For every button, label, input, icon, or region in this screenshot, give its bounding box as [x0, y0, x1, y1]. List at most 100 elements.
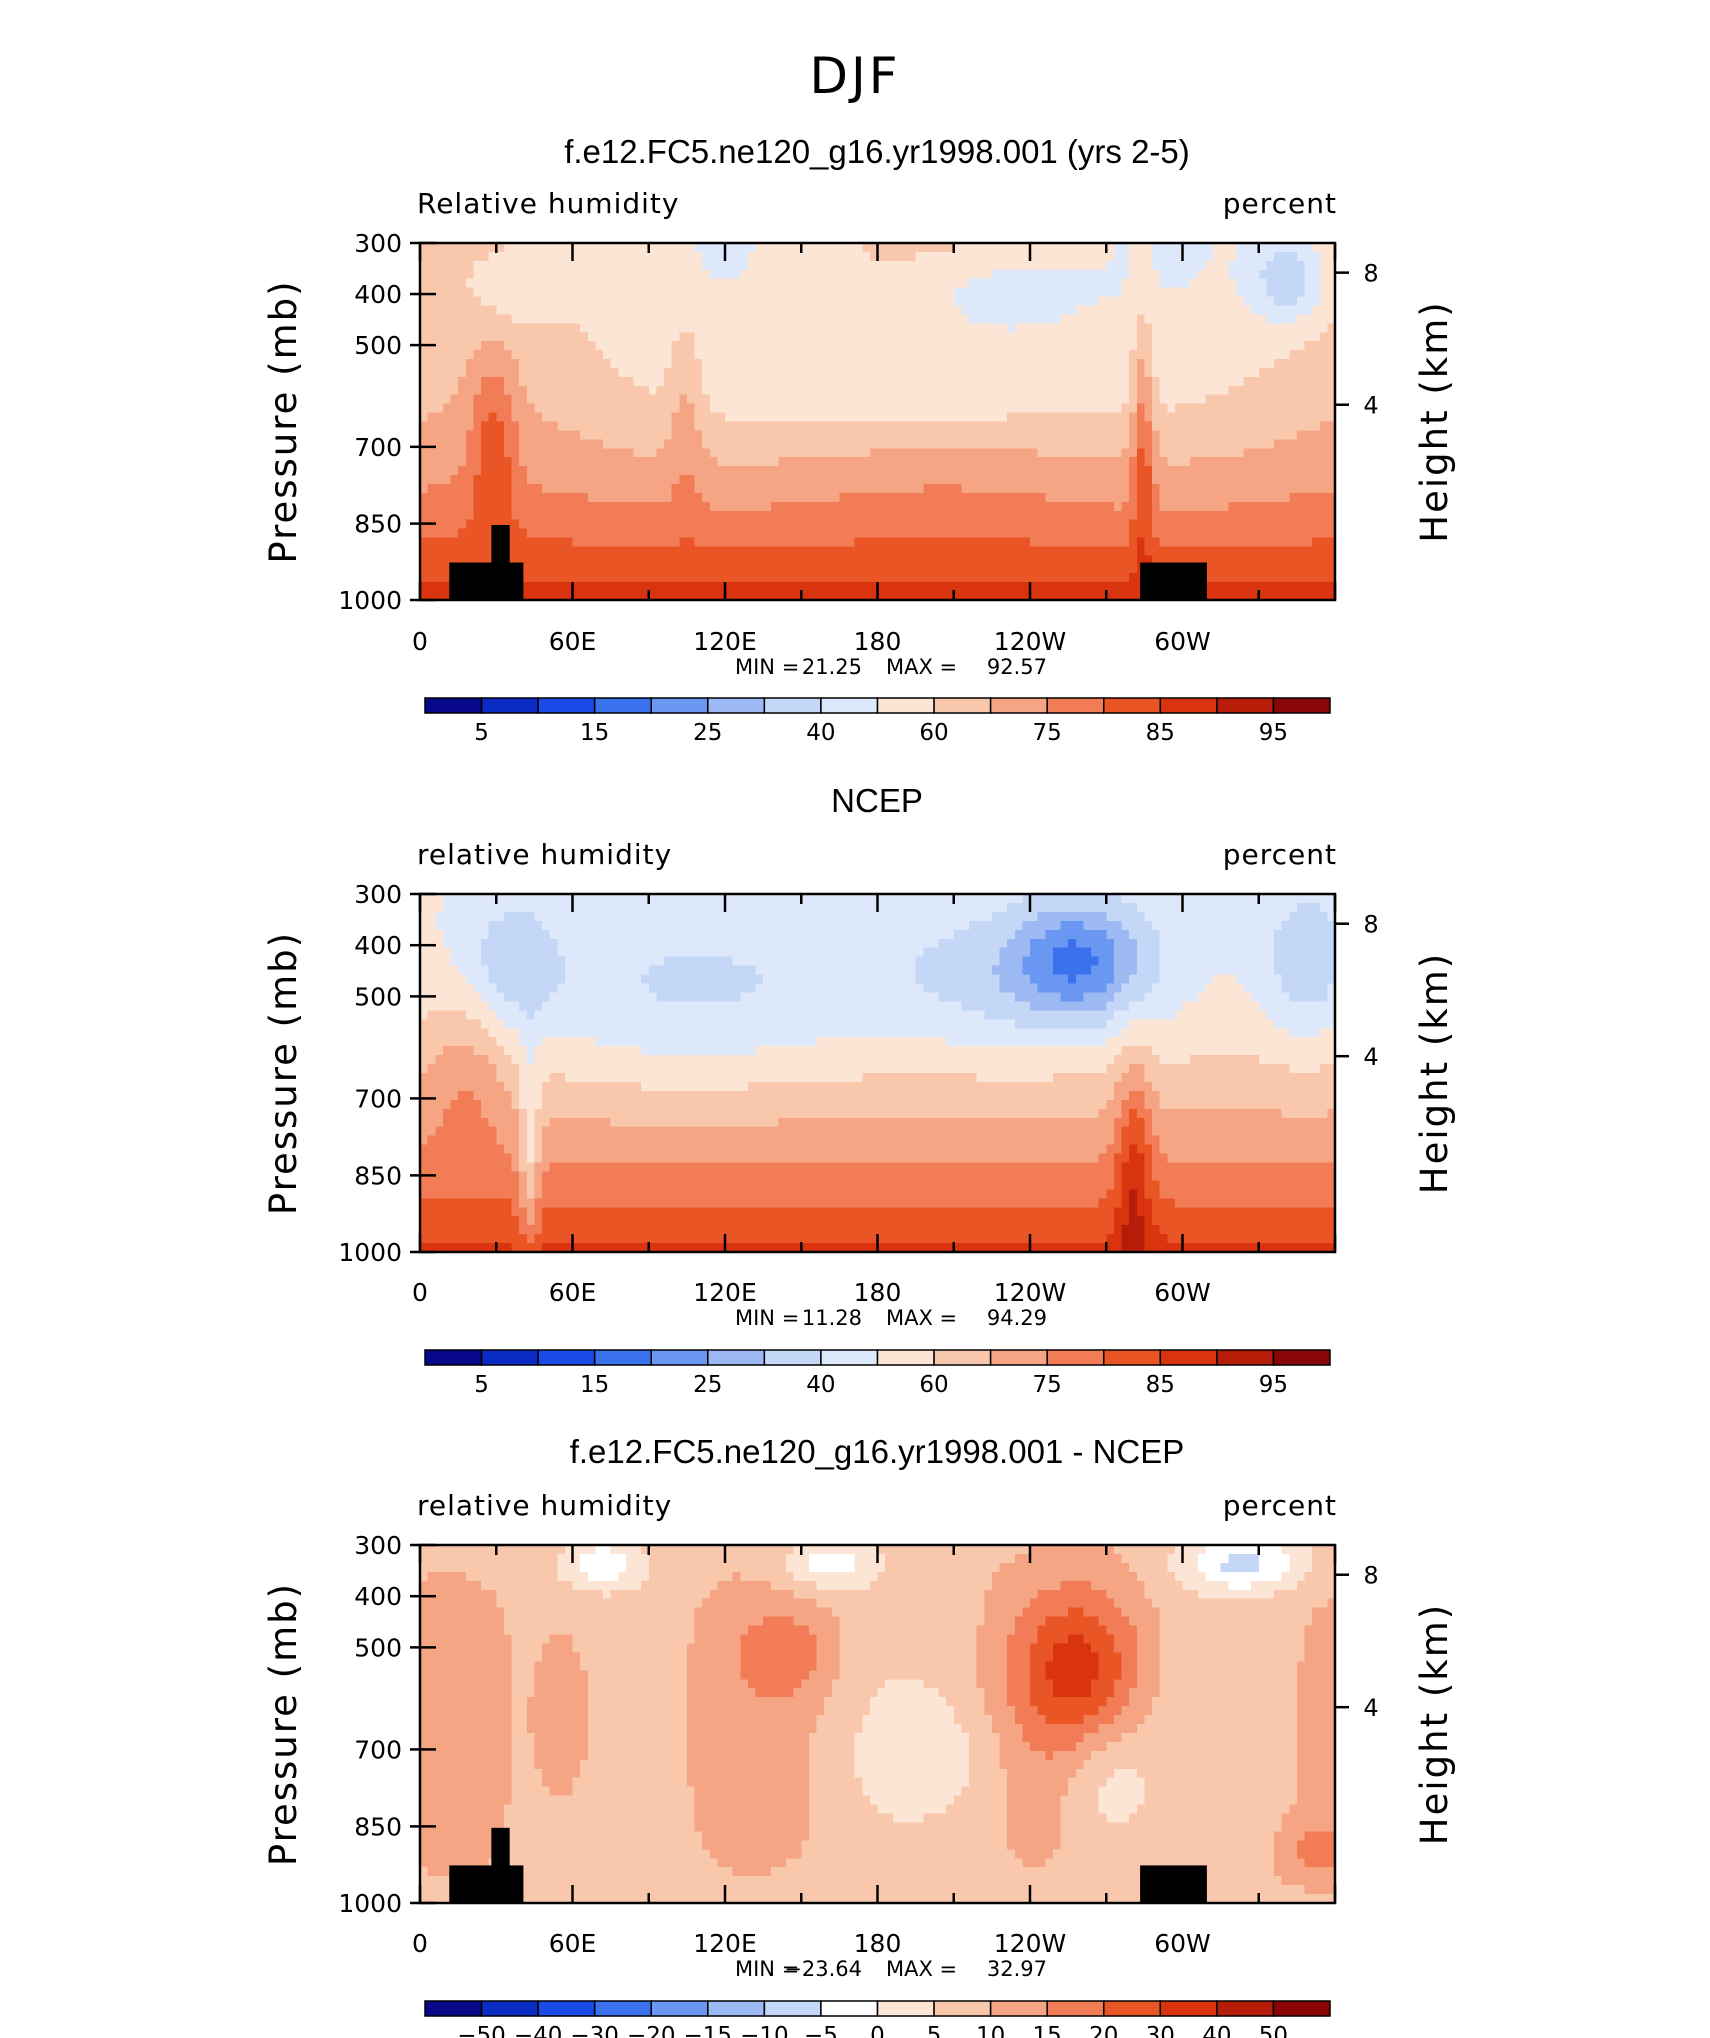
heatmap-cell — [465, 359, 474, 369]
heatmap-cell — [1289, 394, 1298, 405]
heatmap-cell — [671, 251, 680, 262]
heatmap-cell — [1045, 483, 1054, 494]
heatmap-cell — [595, 573, 604, 583]
heatmap-cell — [641, 528, 650, 539]
heatmap-cell — [831, 475, 840, 485]
heatmap-cell — [1106, 430, 1115, 440]
heatmap-cell — [1167, 528, 1176, 539]
heatmap-cell — [763, 278, 772, 289]
heatmap-cell — [839, 412, 848, 423]
heatmap-cell — [885, 350, 894, 360]
heatmap-cell — [664, 287, 673, 298]
heatmap-cell — [1014, 483, 1023, 494]
heatmap-cell — [778, 564, 787, 574]
heatmap-cell — [702, 376, 711, 387]
heatmap-cell — [1266, 501, 1275, 512]
heatmap-cell — [747, 537, 757, 548]
heatmap-cell — [702, 546, 711, 556]
heatmap-cell — [587, 350, 596, 360]
heatmap-cell — [564, 564, 574, 574]
heatmap-cell — [1319, 457, 1328, 467]
heatmap-cell — [1045, 367, 1054, 378]
heatmap-cell — [610, 350, 619, 360]
heatmap-cell — [1022, 341, 1031, 351]
heatmap-cell — [420, 439, 429, 449]
heatmap-cell — [503, 323, 513, 333]
heatmap-cell — [885, 483, 894, 494]
heatmap-cell — [488, 510, 497, 521]
heatmap-cell — [900, 412, 909, 423]
heatmap-cell — [930, 439, 940, 449]
heatmap-cell — [747, 376, 757, 387]
heatmap-cell — [923, 448, 932, 458]
heatmap-cell — [1045, 412, 1054, 423]
heatmap-cell — [1022, 466, 1031, 476]
heatmap-cell — [1129, 457, 1138, 467]
heatmap-cell — [1159, 448, 1168, 458]
heatmap-cell — [740, 501, 749, 512]
heatmap-cell — [1251, 430, 1260, 440]
heatmap-cell — [625, 439, 635, 449]
heatmap-cell — [473, 421, 482, 432]
heatmap-cell — [519, 448, 528, 458]
heatmap-cell — [908, 341, 917, 351]
heatmap-cell — [725, 305, 734, 316]
heatmap-cell — [1243, 278, 1252, 289]
heatmap-cell — [1174, 457, 1184, 467]
heatmap-cell — [702, 314, 711, 324]
heatmap-cell — [1083, 439, 1092, 449]
heatmap-cell — [1075, 305, 1084, 316]
heatmap-cell — [801, 439, 810, 449]
heatmap-cell — [1243, 332, 1252, 342]
heatmap-cell — [801, 376, 810, 387]
heatmap-cell — [557, 243, 566, 253]
heatmap-cell — [839, 555, 848, 565]
heatmap-cell — [885, 501, 894, 512]
heatmap-cell — [717, 591, 726, 601]
heatmap-cell — [1136, 278, 1145, 289]
heatmap-cell — [481, 323, 490, 333]
heatmap-cell — [1083, 528, 1092, 539]
heatmap-cell — [1091, 367, 1100, 378]
heatmap-cell — [725, 555, 734, 565]
heatmap-cell — [778, 376, 787, 387]
heatmap-cell — [930, 483, 940, 494]
heatmap-cell — [915, 894, 924, 904]
heatmap-cell — [1312, 367, 1321, 378]
heatmap-cell — [1152, 537, 1161, 548]
heatmap-cell — [1091, 457, 1100, 467]
heatmap-cell — [572, 296, 581, 307]
heatmap-cell — [946, 376, 955, 387]
heatmap-cell — [1030, 350, 1039, 360]
heatmap-cell — [839, 528, 848, 539]
heatmap-cell — [625, 278, 635, 289]
heatmap-cell — [1159, 296, 1168, 307]
heatmap-cell — [572, 314, 581, 324]
heatmap-cell — [877, 501, 886, 512]
heatmap-cell — [732, 251, 741, 262]
heatmap-cell — [625, 421, 635, 432]
heatmap-cell — [1190, 260, 1199, 271]
heatmap-cell — [1296, 555, 1306, 565]
heatmap-cell — [717, 475, 726, 485]
heatmap-cell — [793, 591, 802, 601]
heatmap-cell — [900, 421, 909, 432]
heatmap-cell — [938, 287, 947, 298]
heatmap-cell — [1121, 376, 1130, 387]
heatmap-cell — [831, 457, 840, 467]
heatmap-cell — [534, 332, 543, 342]
heatmap-cell — [763, 448, 772, 458]
heatmap-cell — [725, 439, 734, 449]
heatmap-cell — [869, 359, 879, 369]
heatmap-cell — [618, 894, 627, 904]
heatmap-cell — [1045, 385, 1054, 396]
heatmap-cell — [549, 251, 558, 262]
heatmap-cell — [1190, 519, 1199, 530]
heatmap-cell — [603, 439, 612, 449]
heatmap-cell — [1220, 466, 1229, 476]
heatmap-cell — [969, 278, 978, 289]
heatmap-cell — [671, 350, 680, 360]
heatmap-cell — [1083, 546, 1092, 556]
heatmap-cell — [694, 287, 703, 298]
heatmap-cell — [808, 341, 818, 351]
